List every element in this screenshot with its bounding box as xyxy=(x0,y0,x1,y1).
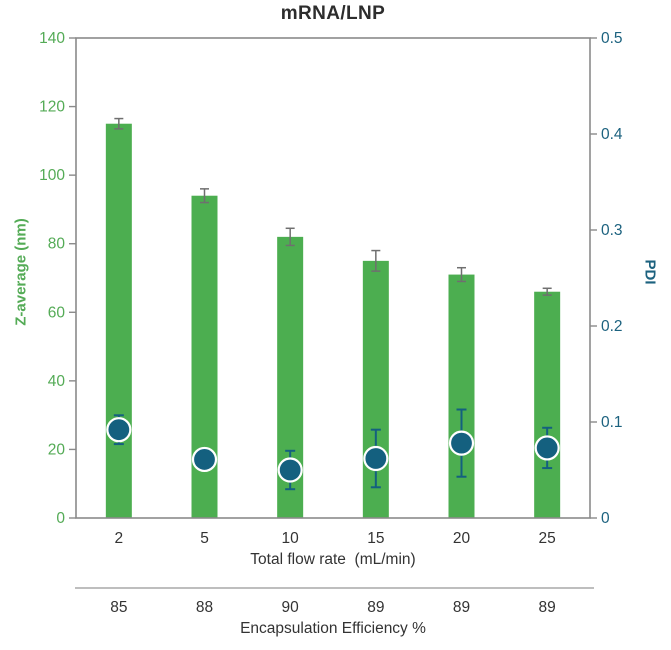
left-axis-title: Z-average (nm) xyxy=(12,218,30,326)
chart-title: mRNA/LNP xyxy=(280,3,386,24)
x-axis-title: Total flow rate (mL/min) xyxy=(250,551,416,568)
encapsulation-efficiency-value: 89 xyxy=(453,599,470,616)
x-tick-label: 10 xyxy=(282,530,300,547)
pdi-dot xyxy=(363,445,389,472)
z-average-bar xyxy=(105,123,132,518)
pdi-dot xyxy=(106,417,132,443)
right-tick-label: 0.4 xyxy=(601,126,623,143)
pdi-dot xyxy=(448,430,475,456)
x-tick-label: 15 xyxy=(367,530,384,547)
encapsulation-efficiency-value: 89 xyxy=(539,599,556,616)
x-tick-label: 2 xyxy=(115,530,124,547)
right-axis-title: PDI xyxy=(641,259,659,285)
pdi-dot xyxy=(191,446,218,473)
right-tick-label: 0 xyxy=(601,510,610,527)
pdi-dot xyxy=(534,435,560,461)
x-tick-label: 25 xyxy=(539,530,556,547)
encapsulation-efficiency-value: 90 xyxy=(282,599,300,616)
encapsulation-efficiency-value: 85 xyxy=(110,599,127,616)
right-tick-label: 0.3 xyxy=(601,222,623,239)
left-tick-label: 100 xyxy=(39,167,65,184)
x-tick-label: 5 xyxy=(200,530,209,547)
left-tick-label: 0 xyxy=(56,510,65,527)
pdi-dot xyxy=(277,457,303,483)
encapsulation-efficiency-value: 88 xyxy=(196,599,213,616)
z-average-bar xyxy=(448,274,475,518)
right-tick-label: 0.5 xyxy=(601,30,623,47)
x-tick-label: 20 xyxy=(453,530,471,547)
left-tick-label: 60 xyxy=(48,304,66,321)
left-tick-label: 80 xyxy=(48,236,66,253)
z-average-bar xyxy=(534,291,561,518)
left-tick-label: 20 xyxy=(48,441,66,458)
right-tick-label: 0.1 xyxy=(601,414,623,431)
encapsulation-efficiency-label: Encapsulation Efficiency % xyxy=(240,620,426,637)
left-tick-label: 40 xyxy=(48,373,66,390)
left-tick-label: 140 xyxy=(39,30,65,47)
left-tick-label: 120 xyxy=(39,99,65,116)
encapsulation-efficiency-value: 89 xyxy=(367,599,384,616)
plot-box xyxy=(75,37,591,519)
right-tick-label: 0.2 xyxy=(601,318,623,335)
